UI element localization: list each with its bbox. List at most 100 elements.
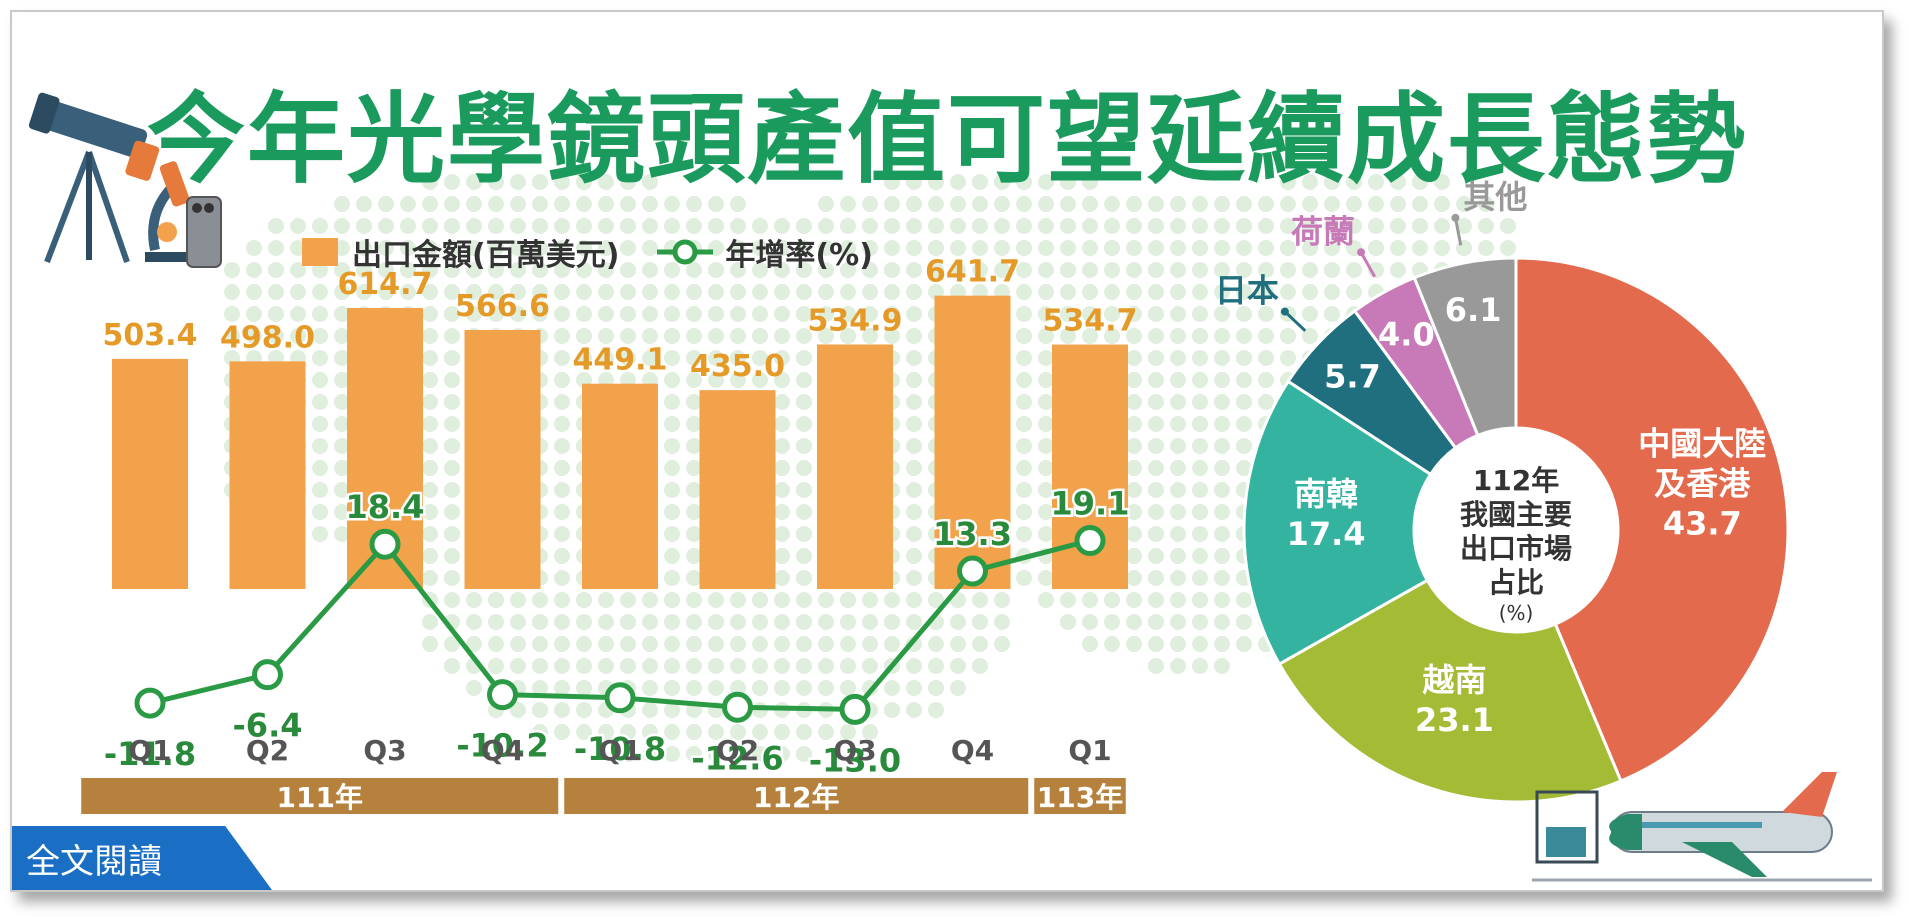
export-bar — [229, 361, 306, 589]
map-dot — [1170, 570, 1186, 586]
map-dot — [884, 702, 900, 718]
map-dot — [510, 592, 526, 608]
map-dot — [1148, 394, 1164, 410]
map-dot — [686, 592, 702, 608]
map-dot — [884, 218, 900, 234]
map-dot — [950, 174, 966, 190]
map-dot — [1082, 636, 1098, 652]
map-dot — [356, 262, 372, 278]
map-dot — [532, 240, 548, 256]
map-dot — [576, 680, 592, 696]
map-dot — [642, 658, 658, 674]
map-dot — [1214, 526, 1230, 542]
map-dot — [1236, 350, 1252, 366]
map-dot — [774, 680, 790, 696]
map-dot — [466, 636, 482, 652]
map-dot — [532, 658, 548, 674]
map-dot — [1236, 636, 1252, 652]
map-dot — [796, 438, 812, 454]
map-dot — [1280, 240, 1296, 256]
map-dot — [510, 240, 526, 256]
map-dot — [818, 680, 834, 696]
map-dot — [1236, 196, 1252, 212]
map-dot — [224, 306, 240, 322]
bar-value-label: 641.7 — [925, 255, 1020, 290]
map-dot — [620, 174, 636, 190]
map-dot — [1126, 196, 1142, 212]
map-dot — [444, 592, 460, 608]
legend-label-export: 出口金額(百萬美元) — [352, 238, 620, 273]
map-dot — [928, 702, 944, 718]
map-dot — [708, 746, 724, 762]
legend-swatch-line — [655, 237, 715, 267]
map-dot — [1368, 218, 1384, 234]
infographic-card: 今年光學鏡頭產值可望延續成長態勢 出口金額(百萬美元) — [10, 10, 1884, 892]
map-dot — [422, 174, 438, 190]
map-dot — [532, 284, 548, 300]
map-dot — [444, 636, 460, 652]
map-dot — [576, 262, 592, 278]
map-dot — [1170, 658, 1186, 674]
map-dot — [752, 636, 768, 652]
callout-line — [1359, 251, 1377, 278]
map-dot — [554, 702, 570, 718]
map-dot — [1192, 636, 1208, 652]
map-dot — [1214, 218, 1230, 234]
map-dot — [884, 196, 900, 212]
map-dot — [620, 724, 636, 740]
map-dot — [1038, 592, 1054, 608]
map-dot — [664, 592, 680, 608]
map-dot — [224, 284, 240, 300]
map-dot — [1148, 504, 1164, 520]
map-dot — [774, 482, 790, 498]
map-dot — [1038, 570, 1054, 586]
map-dot — [972, 218, 988, 234]
map-dot — [510, 196, 526, 212]
map-dot — [796, 218, 812, 234]
callout-dot — [1357, 248, 1366, 257]
map-dot — [1236, 438, 1252, 454]
map-dot — [1082, 328, 1098, 344]
map-dot — [686, 196, 702, 212]
map-dot — [730, 614, 746, 630]
map-dot — [312, 416, 328, 432]
map-dot — [1324, 218, 1340, 234]
map-dot — [950, 680, 966, 696]
map-dot — [554, 416, 570, 432]
map-dot — [620, 262, 636, 278]
map-dot — [422, 460, 438, 476]
map-dot — [598, 658, 614, 674]
map-dot — [928, 636, 944, 652]
map-dot — [642, 746, 658, 762]
map-dot — [1412, 196, 1428, 212]
map-dot — [708, 658, 724, 674]
map-dot — [818, 658, 834, 674]
map-dot — [664, 746, 680, 762]
map-dot — [1148, 526, 1164, 542]
map-dot — [1148, 548, 1164, 564]
map-dot — [906, 526, 922, 542]
map-dot — [268, 284, 284, 300]
map-dot — [554, 438, 570, 454]
map-dot — [576, 636, 592, 652]
map-dot — [466, 196, 482, 212]
map-dot — [686, 350, 702, 366]
microscope-icon — [145, 161, 195, 262]
map-dot — [752, 328, 768, 344]
map-dot — [774, 328, 790, 344]
map-dot — [730, 372, 746, 388]
map-dot — [554, 372, 570, 388]
map-dot — [466, 306, 482, 322]
read-full-article-button[interactable]: 全文閱讀 — [12, 826, 272, 890]
map-dot — [642, 724, 658, 740]
map-dot — [774, 306, 790, 322]
map-dot — [224, 262, 240, 278]
map-dot — [466, 262, 482, 278]
map-dot — [510, 702, 526, 718]
map-dot — [818, 592, 834, 608]
map-dot — [774, 240, 790, 256]
map-dot — [1170, 196, 1186, 212]
map-dot — [444, 570, 460, 586]
map-dot — [1170, 592, 1186, 608]
map-dot — [840, 196, 856, 212]
